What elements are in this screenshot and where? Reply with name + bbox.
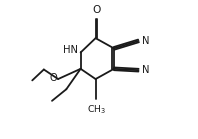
Text: N: N — [142, 36, 150, 46]
Text: HN: HN — [63, 45, 78, 55]
Text: O: O — [92, 5, 100, 15]
Text: N: N — [142, 65, 150, 75]
Text: O: O — [50, 73, 57, 83]
Text: CH$_3$: CH$_3$ — [87, 104, 107, 116]
